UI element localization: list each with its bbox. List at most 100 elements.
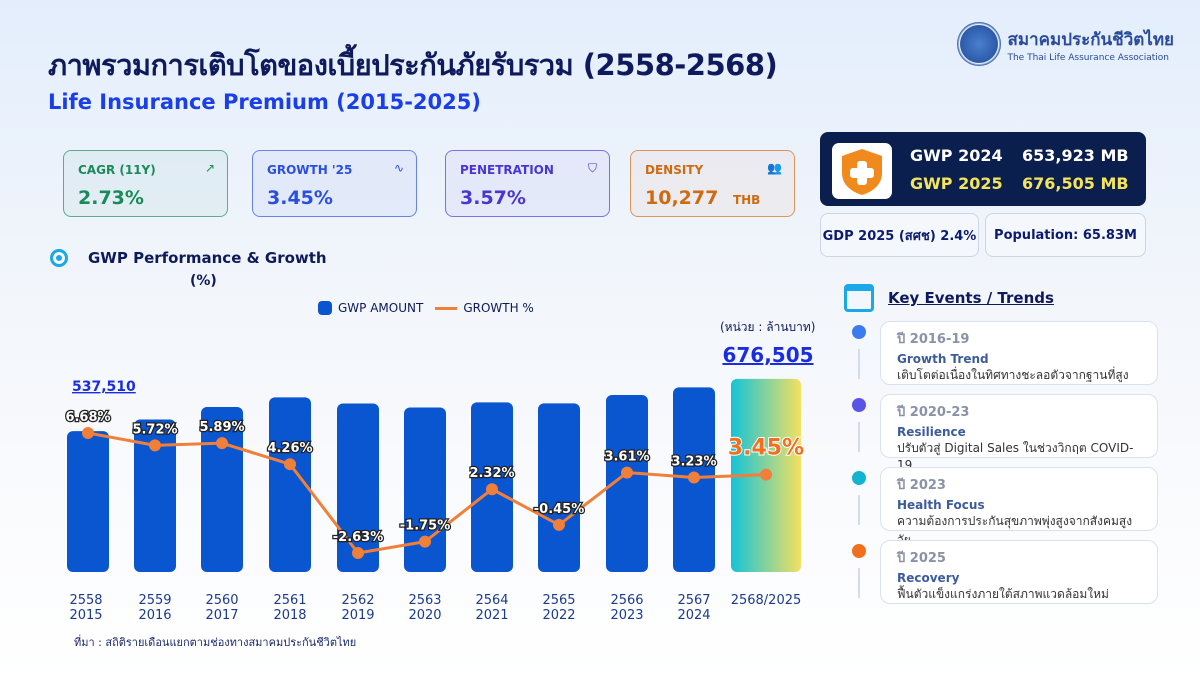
kpi-card: PENETRATION 3.57% ⛉ bbox=[445, 150, 610, 217]
x-tick-be: 2562 bbox=[341, 593, 375, 608]
x-tick-ce: 2020 bbox=[408, 608, 442, 623]
shield-plus-icon bbox=[832, 143, 892, 199]
target-icon bbox=[50, 249, 68, 267]
event-description: ฟื้นตัวแข็งแกร่งภายใต้สภาพแวดล้อมใหม่ bbox=[897, 587, 1109, 601]
legend-line-swatch bbox=[435, 306, 458, 310]
globe-logo-icon bbox=[957, 22, 1002, 66]
page-title: ภาพรวมการเติบโตของเบี้ยประกันภัยรับรวม (… bbox=[48, 48, 778, 82]
gwp-2024-value: 653,923 MB bbox=[1022, 146, 1129, 165]
timeline-dot bbox=[852, 544, 866, 558]
x-tick-ce: 2019 bbox=[341, 608, 375, 623]
chart-legend: GWP AMOUNT GROWTH % bbox=[318, 301, 534, 315]
chart-title-unit: (%) bbox=[190, 273, 217, 289]
kpi-label: PENETRATION bbox=[460, 163, 554, 177]
chart-title: GWP Performance & Growth bbox=[88, 249, 327, 267]
logo-text-th: สมาคมประกันชีวิตไทย bbox=[1007, 29, 1174, 50]
growth-point bbox=[760, 468, 772, 481]
event-heading: Growth Trend bbox=[897, 352, 989, 366]
timeline-line bbox=[858, 568, 860, 598]
growth-point bbox=[486, 483, 498, 496]
growth-data-label: -2.63% bbox=[333, 530, 384, 545]
gwp-2024-label: GWP 2024 bbox=[910, 146, 1003, 165]
gwp-2025-label: GWP 2025 bbox=[910, 174, 1003, 193]
x-tick-ce: 2021 bbox=[475, 608, 509, 623]
x-tick-label: 2562 2019 bbox=[323, 593, 393, 623]
page-subtitle: Life Insurance Premium (2015-2025) bbox=[48, 90, 481, 114]
logo-text-en: The Thai Life Assurance Association bbox=[1007, 52, 1169, 63]
trend-up-icon: ↗ bbox=[204, 161, 215, 175]
x-tick-be: 2559 bbox=[138, 593, 172, 608]
growth-point bbox=[352, 547, 364, 559]
event-year: ปี 2020-23 bbox=[897, 405, 970, 420]
x-tick-label: 2567 2024 bbox=[659, 593, 729, 623]
x-tick-be: 2565 bbox=[542, 593, 576, 608]
kpi-card: DENSITY 10,277 THB 👥 bbox=[630, 150, 795, 217]
growth-data-label: 4.26% bbox=[267, 441, 312, 456]
timeline-dot bbox=[852, 398, 866, 412]
legend-growth: GROWTH % bbox=[463, 301, 534, 315]
unit-note: (หน่วย : ล้านบาท) bbox=[720, 320, 816, 334]
x-tick-label: 2565 2022 bbox=[524, 593, 594, 623]
kpi-value: 2.73% bbox=[78, 187, 144, 209]
event-description: เติบโตต่อเนื่องในทิศทางชะลอตัวจากฐานที่ส… bbox=[897, 368, 1129, 382]
growth-data-label: 3.23% bbox=[671, 454, 716, 469]
event-year: ปี 2023 bbox=[897, 478, 946, 493]
x-tick-label: 2563 2020 bbox=[390, 593, 460, 623]
x-tick-label: 2560 2017 bbox=[187, 593, 257, 623]
kpi-label: GROWTH '25 bbox=[267, 163, 353, 177]
gwp-summary-card: GWP 2024 653,923 MB GWP 2025 676,505 MB bbox=[820, 132, 1146, 206]
gwp-2025-value: 676,505 MB bbox=[1022, 174, 1129, 193]
growth-point bbox=[216, 437, 228, 450]
x-tick-ce: 2018 bbox=[273, 608, 307, 623]
legend-gwp: GWP AMOUNT bbox=[338, 301, 424, 315]
timeline-dot bbox=[852, 325, 866, 339]
event-card: ปี 2016-19 Growth Trend เติบโตต่อเนื่องใ… bbox=[880, 321, 1158, 385]
kpi-value: 10,277 bbox=[645, 187, 719, 209]
x-tick-be: 2563 bbox=[408, 593, 442, 608]
growth-data-label: 6.68% bbox=[65, 410, 110, 425]
event-year: ปี 2025 bbox=[897, 551, 946, 566]
events-title: Key Events / Trends bbox=[888, 289, 1054, 307]
legend-bar-swatch bbox=[318, 301, 332, 315]
kpi-card: CAGR (11Y) 2.73% ↗ bbox=[63, 150, 228, 217]
kpi-label: CAGR (11Y) bbox=[78, 163, 156, 177]
first-bar-value: 537,510 bbox=[72, 379, 136, 395]
shield-check-icon: ⛉ bbox=[587, 161, 597, 175]
growth-data-label: 2.32% bbox=[469, 466, 514, 481]
event-year: ปี 2016-19 bbox=[897, 332, 970, 347]
growth-data-label: 3.45% bbox=[728, 436, 804, 461]
growth-data-label: -1.75% bbox=[400, 519, 451, 534]
event-card: ปี 2020-23 Resilience ปรับตัวสู่ Digital… bbox=[880, 394, 1158, 472]
source-note: ที่มา : สถิติรายเดือนแยกตามช่องทางสมาคมป… bbox=[74, 636, 357, 649]
x-tick-label: 2564 2021 bbox=[457, 593, 527, 623]
gwp-bar bbox=[606, 395, 648, 572]
event-heading: Health Focus bbox=[897, 498, 985, 512]
kpi-value: 3.57% bbox=[460, 187, 526, 209]
timeline-line bbox=[858, 349, 860, 379]
x-tick-ce: 2024 bbox=[677, 608, 711, 623]
x-tick-label: 2558 2015 bbox=[51, 593, 121, 623]
x-tick-be: 2567 bbox=[677, 593, 711, 608]
growth-point bbox=[82, 427, 94, 439]
population-stat: Population: 65.83M bbox=[985, 213, 1146, 257]
gwp-bar bbox=[538, 403, 580, 572]
growth-data-label: 3.61% bbox=[604, 450, 649, 465]
kpi-unit: THB bbox=[732, 193, 761, 207]
x-tick-label: 2561 2018 bbox=[255, 593, 325, 623]
growth-point bbox=[419, 535, 431, 548]
association-logo: สมาคมประกันชีวิตไทย The Thai Life Assura… bbox=[957, 22, 1174, 66]
calendar-icon bbox=[844, 284, 874, 312]
gwp-bar bbox=[134, 419, 176, 572]
x-tick-label: 2559 2016 bbox=[120, 593, 190, 623]
growth-point bbox=[621, 466, 633, 479]
x-tick-be: 2568/2025 bbox=[730, 593, 802, 608]
kpi-value: 3.45% bbox=[267, 187, 333, 209]
x-tick-label: 2568/2025 bbox=[721, 593, 811, 608]
timeline-line bbox=[858, 422, 860, 452]
gwp-bar bbox=[404, 407, 446, 572]
last-bar-value: 676,505 bbox=[722, 343, 813, 367]
growth-point bbox=[284, 458, 296, 471]
x-tick-label: 2566 2023 bbox=[592, 593, 662, 623]
x-tick-ce: 2015 bbox=[69, 608, 103, 623]
x-tick-ce: 2022 bbox=[542, 608, 576, 623]
